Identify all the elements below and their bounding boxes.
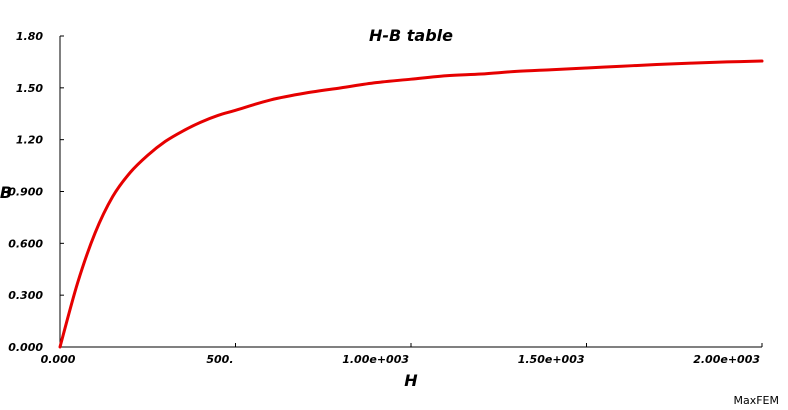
y-tick-label: 0.900 — [8, 186, 43, 199]
x-tick-label: 500. — [206, 353, 233, 366]
series-layer — [58, 59, 764, 349]
x-tick-label: 0.000 — [41, 353, 76, 366]
y-tick-label: 1.50 — [16, 82, 43, 95]
y-tick-label: 0.000 — [8, 341, 43, 354]
x-tick-label: 1.00e+003 — [342, 353, 409, 366]
chart-title: H-B table — [369, 26, 453, 45]
series-line-hb — [58, 59, 764, 349]
y-axis-title: B — [0, 183, 12, 202]
y-tick-label: 0.300 — [8, 289, 43, 302]
y-tick-label: 1.80 — [16, 30, 43, 43]
watermark: MaxFEM — [733, 394, 779, 407]
x-ticks: 0.000 500. 1.00e+003 1.50e+003 2.00e+003 — [41, 343, 763, 366]
y-tick-label: 0.600 — [8, 237, 43, 250]
y-tick-label: 1.20 — [16, 134, 43, 147]
x-tick-label: 1.50e+003 — [518, 353, 585, 366]
x-axis-title: H — [404, 371, 418, 390]
axes — [59, 36, 762, 348]
x-tick-label: 2.00e+003 — [693, 353, 760, 366]
y-ticks: 0.000 0.300 0.600 0.900 1.20 1.50 1.80 — [8, 30, 64, 354]
